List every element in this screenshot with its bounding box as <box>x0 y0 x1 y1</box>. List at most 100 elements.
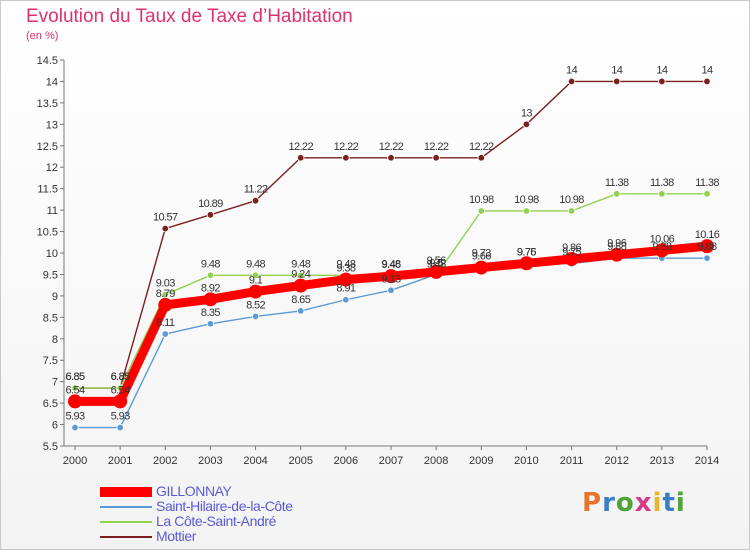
y-tick-label: 10.5 <box>37 227 58 239</box>
y-tick-label: 11.5 <box>37 184 58 196</box>
data-point <box>432 154 440 162</box>
data-point <box>248 284 263 299</box>
logo-letter: x <box>634 488 653 518</box>
y-tick-label: 6 <box>52 420 58 432</box>
data-point <box>519 256 534 271</box>
y-tick-label: 5.5 <box>43 441 58 453</box>
y-tick-label: 7.5 <box>43 355 58 367</box>
data-label: 8.35 <box>201 307 220 319</box>
data-label: 12.22 <box>379 141 404 153</box>
logo-letter: t <box>662 488 676 518</box>
x-tick-label: 2013 <box>650 455 674 467</box>
data-point <box>613 190 621 198</box>
legend-item: GILLONNAY <box>100 483 380 499</box>
data-label: 8.79 <box>156 288 175 300</box>
legend-label: Saint-Hilaire-de-la-Côte <box>156 498 293 514</box>
data-point <box>658 190 666 198</box>
data-label: 8.65 <box>291 294 310 306</box>
x-tick-label: 2012 <box>604 455 628 467</box>
data-label: 9.88 <box>607 241 626 253</box>
data-label: 5.93 <box>111 411 130 423</box>
y-tick-label: 10 <box>46 248 58 260</box>
data-point <box>203 292 218 307</box>
data-point <box>251 196 260 205</box>
legend-label: La Côte-Saint-André <box>156 513 277 529</box>
data-label: 9.38 <box>336 263 355 275</box>
data-point <box>564 252 579 267</box>
data-label: 14 <box>656 64 668 76</box>
data-label: 12.22 <box>334 141 359 153</box>
data-label: 9.46 <box>381 259 400 271</box>
data-label: 14 <box>566 64 578 76</box>
logo-letter: i <box>675 488 686 518</box>
data-point <box>703 254 711 262</box>
data-label: 9.96 <box>607 238 626 250</box>
data-label: 9.24 <box>291 269 310 281</box>
data-label: 6.85 <box>111 371 130 383</box>
chart-legend: GILLONNAY Saint-Hilaire-de-la-Côte La Côte… <box>100 483 380 544</box>
y-tick-label: 12 <box>46 162 58 174</box>
data-label: 9.48 <box>381 258 400 270</box>
data-point <box>297 307 305 315</box>
data-label: 9.1 <box>249 275 263 287</box>
data-label: 8.52 <box>246 299 265 311</box>
data-point <box>338 272 353 287</box>
data-label: 9.03 <box>156 278 175 290</box>
data-point <box>609 247 624 262</box>
data-point <box>700 239 714 254</box>
data-point <box>206 211 215 219</box>
data-point <box>161 330 169 338</box>
data-label: 8.91 <box>336 283 355 295</box>
legend-swatch <box>100 521 152 523</box>
data-label: 9.75 <box>562 247 581 259</box>
data-label: 10.98 <box>469 194 494 206</box>
x-tick-label: 2010 <box>514 455 538 467</box>
data-label: 9.56 <box>427 255 446 267</box>
data-point <box>654 243 669 258</box>
data-point <box>71 384 79 392</box>
y-tick-label: 9.5 <box>43 269 58 281</box>
data-label: 10.06 <box>650 233 675 245</box>
data-label: 9.48 <box>427 258 446 270</box>
data-label: 8.11 <box>156 317 175 329</box>
y-tick-label: 9 <box>52 291 58 303</box>
x-tick-label: 2004 <box>243 455 267 467</box>
data-point <box>703 190 711 198</box>
chart-title: Evolution du Taux de Taxe d’Habitation <box>26 6 353 27</box>
data-point <box>613 77 621 86</box>
x-tick-label: 2011 <box>560 455 584 467</box>
data-label: 11.38 <box>650 177 674 189</box>
data-label: 10.98 <box>514 194 539 206</box>
data-point <box>293 278 308 293</box>
y-tick-label: 13.5 <box>37 98 58 110</box>
data-point <box>477 207 485 215</box>
data-label: 9.48 <box>336 258 355 270</box>
data-label: 10.89 <box>198 198 223 210</box>
y-tick-label: 12.5 <box>37 141 58 153</box>
legend-label: GILLONNAY <box>156 483 232 499</box>
data-label: 6.85 <box>65 371 84 383</box>
data-label: 11.22 <box>244 184 268 196</box>
data-label: 9.88 <box>652 241 671 253</box>
data-point <box>68 394 82 409</box>
data-point <box>703 77 711 86</box>
proxiti-logo: Proxiti <box>582 488 686 518</box>
series-line <box>75 80 707 389</box>
data-label: 9.5 <box>429 257 443 269</box>
data-point <box>387 286 395 295</box>
data-point <box>567 77 576 86</box>
x-tick-label: 2008 <box>424 455 448 467</box>
data-point <box>71 423 79 432</box>
data-point <box>113 394 128 409</box>
x-tick-label: 2009 <box>469 455 493 467</box>
data-point <box>206 320 215 328</box>
data-point <box>658 77 666 86</box>
data-label: 9.48 <box>246 258 265 270</box>
x-tick-label: 2002 <box>153 455 177 467</box>
data-label: 6.54 <box>65 384 84 396</box>
data-label: 6.85 <box>65 371 84 383</box>
data-label: 12.22 <box>288 141 313 153</box>
data-point <box>251 271 260 280</box>
data-point <box>116 423 124 432</box>
